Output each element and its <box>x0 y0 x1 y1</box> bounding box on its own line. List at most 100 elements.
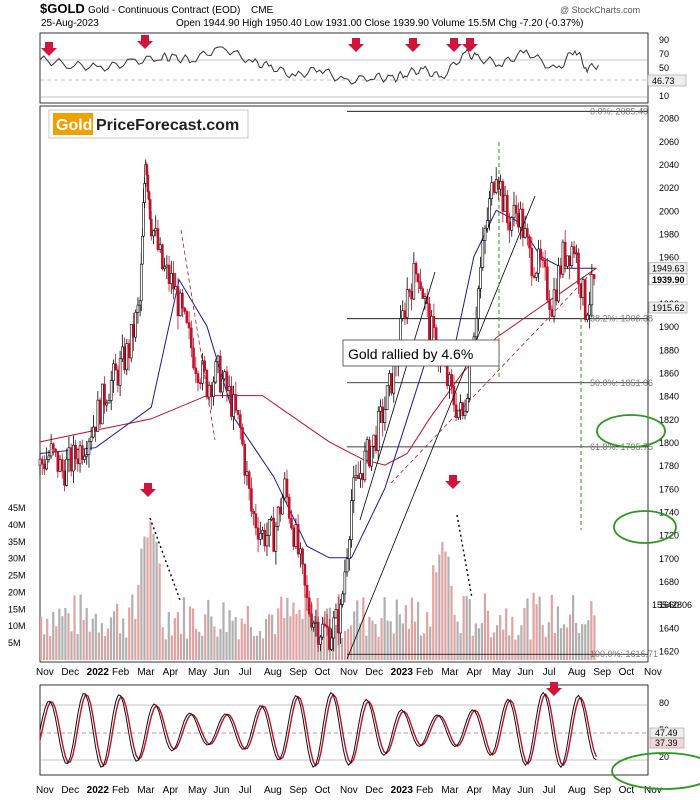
price-tick-1660: 1660 <box>659 600 679 610</box>
volume-bar <box>231 620 234 660</box>
candle-body <box>272 517 275 552</box>
price-tick-2020: 2020 <box>659 183 679 193</box>
candle-body <box>579 283 583 299</box>
candle-body <box>116 369 120 386</box>
stoch-tick-20: 20 <box>659 752 669 762</box>
x-label-jun: Jun <box>517 667 533 678</box>
volume-tick-20M: 20M <box>8 587 26 597</box>
candle-body <box>165 264 169 268</box>
red-arrow-icon <box>546 682 562 696</box>
price-tick-1680: 1680 <box>659 577 679 587</box>
candle-body <box>530 247 534 277</box>
x-label-2023: 2023 <box>391 785 414 796</box>
volume-bar <box>134 619 137 660</box>
volume-bar <box>271 614 274 660</box>
volume-bar <box>207 599 210 660</box>
x-label-nov: Nov <box>340 785 358 796</box>
x-label-may: May <box>188 667 207 678</box>
price-tick-1760: 1760 <box>659 484 679 494</box>
candle-body <box>67 447 71 460</box>
volume-bar <box>277 608 280 660</box>
volume-bar <box>395 599 398 660</box>
volume-bar <box>322 617 325 660</box>
candle-body <box>401 310 405 319</box>
x-label-feb: Feb <box>112 785 130 796</box>
volume-bar <box>125 637 128 660</box>
candle-body <box>303 563 307 586</box>
candle-body <box>292 527 295 547</box>
volume-bar <box>547 622 550 660</box>
volume-bar <box>149 521 152 660</box>
volume-bar <box>502 629 505 660</box>
volume-bar <box>584 624 587 660</box>
candle-body <box>198 382 202 385</box>
volume-bar <box>49 636 52 660</box>
candle-body <box>410 291 413 300</box>
candle-body <box>245 471 249 476</box>
volume-tick-5M: 5M <box>8 638 21 648</box>
volume-bar <box>334 624 338 660</box>
candle-body <box>56 451 60 472</box>
volume-bar <box>544 636 547 660</box>
volume-bar <box>575 623 578 660</box>
volume-bar <box>298 609 301 660</box>
candle-body <box>376 411 380 452</box>
volume-bar <box>131 594 134 660</box>
candle-body <box>139 263 143 302</box>
candle-body <box>332 617 336 639</box>
ma200-line <box>39 267 597 466</box>
volume-bar <box>365 635 368 660</box>
volume-bar <box>471 635 474 660</box>
price-tick-2060: 2060 <box>659 137 679 147</box>
candle-body <box>428 303 431 341</box>
x-label-aug: Aug <box>568 785 586 796</box>
candle-body <box>301 548 304 565</box>
volume-bar <box>164 639 167 660</box>
candle-body <box>314 621 318 624</box>
candle-body <box>572 246 576 255</box>
candle-body <box>58 459 62 472</box>
candle-body <box>190 327 193 349</box>
volume-bar <box>581 624 584 660</box>
volume-bar <box>331 630 335 660</box>
candle-body <box>459 402 462 411</box>
candle-body <box>134 312 137 338</box>
volume-bar <box>553 632 556 660</box>
candle-body <box>76 458 80 465</box>
candle-body <box>563 241 567 267</box>
volume-bar <box>240 618 243 660</box>
candle-body <box>345 558 349 573</box>
candle-body <box>225 371 229 391</box>
price-label-2: 1915.62 <box>652 303 685 313</box>
candle-body <box>234 394 238 411</box>
volume-bar <box>195 628 198 660</box>
volume-bar <box>413 621 417 660</box>
candle-body <box>492 182 496 193</box>
candle-body <box>583 279 587 320</box>
candle-body <box>408 289 411 292</box>
volume-bar <box>255 635 259 660</box>
candle-body <box>546 266 549 301</box>
volume-bar <box>559 628 563 660</box>
volume-bar <box>313 615 316 660</box>
volume-bar <box>423 633 426 660</box>
price-tick-1980: 1980 <box>659 229 679 239</box>
candle-body <box>477 288 480 319</box>
copyright: @ StockCharts.com <box>560 5 640 15</box>
volume-bar <box>100 623 103 660</box>
x-label-dec: Dec <box>61 785 79 796</box>
volume-bar <box>447 556 450 660</box>
candle-body <box>552 289 556 317</box>
volume-tick-10M: 10M <box>8 621 26 631</box>
candle-body <box>118 358 122 386</box>
candle-body <box>294 524 298 547</box>
x-label-nov: Nov <box>36 785 54 796</box>
ohlc-line: Open 1944.90 High 1950.40 Low 1931.00 Cl… <box>176 18 584 29</box>
volume-bar <box>76 634 79 660</box>
candle-body <box>363 450 367 481</box>
candle-body <box>60 459 64 472</box>
candle-body <box>474 318 478 338</box>
volume-bar <box>453 614 456 660</box>
candle-body <box>568 255 571 267</box>
candle-body <box>414 263 418 275</box>
